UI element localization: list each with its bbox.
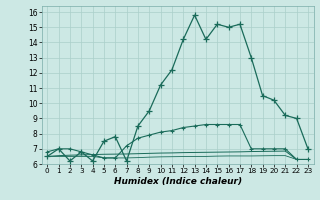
X-axis label: Humidex (Indice chaleur): Humidex (Indice chaleur) [114,177,242,186]
